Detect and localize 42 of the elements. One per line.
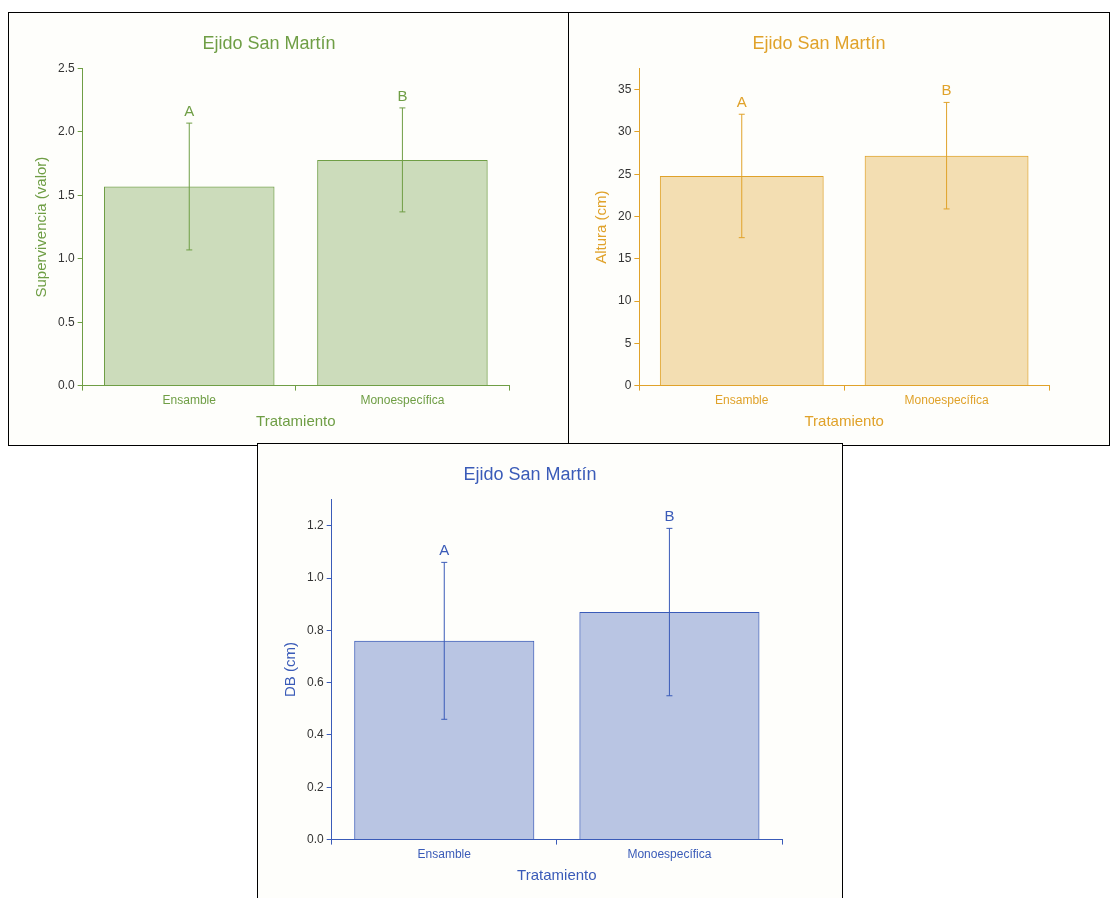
y-tick-label: 2.5 xyxy=(57,60,75,75)
y-tick-label: 1.0 xyxy=(306,570,324,585)
chart-title: Ejido San Martín xyxy=(202,32,336,53)
y-tick-label: 0.2 xyxy=(306,779,324,794)
x-tick-label: Ensamble xyxy=(715,393,769,408)
y-tick-label: 30 xyxy=(617,124,632,139)
y-axis-title: Supervivencia (valor) xyxy=(32,156,50,298)
y-axis-title: Altura (cm) xyxy=(592,190,610,264)
x-tick-label: Ensamble xyxy=(162,393,217,408)
y-tick-label: 15 xyxy=(617,251,632,266)
y-tick-label: 0.0 xyxy=(57,377,75,392)
x-tick-label: Monoespecífica xyxy=(627,847,712,862)
x-axis-title: Tratamiento xyxy=(804,412,884,430)
y-tick-label: 20 xyxy=(617,208,632,223)
y-tick-label: 5 xyxy=(624,335,632,350)
x-tick-label: Ensamble xyxy=(417,847,472,862)
y-tick-label: 25 xyxy=(617,166,632,181)
chart-title: Ejido San Martín xyxy=(752,32,886,53)
x-tick-label: Monoespecífica xyxy=(360,393,445,408)
y-axis-title: DB (cm) xyxy=(281,642,299,698)
y-tick-label: 2.0 xyxy=(57,124,75,139)
annotation: A xyxy=(439,541,450,559)
annotation: B xyxy=(397,86,408,104)
y-tick-label: 0.6 xyxy=(306,674,324,689)
x-axis-title: Tratamiento xyxy=(517,866,597,884)
annotation: A xyxy=(736,92,747,110)
y-tick-label: 0.0 xyxy=(306,831,324,846)
annotation: A xyxy=(184,101,195,119)
annotation: B xyxy=(941,81,952,99)
y-tick-label: 10 xyxy=(617,293,632,308)
y-tick-label: 0.8 xyxy=(306,622,324,637)
y-tick-label: 0.4 xyxy=(306,727,324,742)
y-tick-label: 1.2 xyxy=(306,518,324,533)
chart-title: Ejido San Martín xyxy=(463,463,597,484)
y-tick-label: 35 xyxy=(617,82,632,97)
y-tick-label: 0 xyxy=(624,377,632,392)
y-tick-label: 1.0 xyxy=(57,251,75,266)
y-tick-label: 1.5 xyxy=(57,187,75,202)
annotation: B xyxy=(664,507,675,525)
x-axis-title: Tratamiento xyxy=(256,412,336,430)
x-tick-label: Monoespecífica xyxy=(904,393,989,408)
y-tick-label: 0.5 xyxy=(57,314,75,329)
